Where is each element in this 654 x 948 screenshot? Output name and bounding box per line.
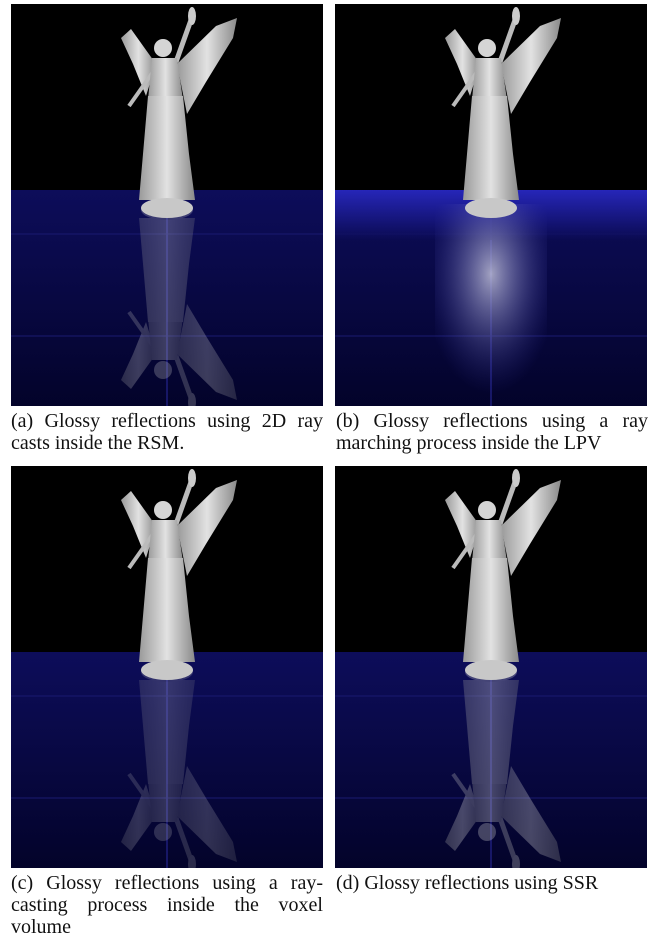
caption: (a) Glossy reflections using 2D ray cast… (11, 410, 323, 454)
render-image (335, 4, 647, 406)
caption: (d) Glossy reflections using SSR (336, 872, 648, 894)
caption: (c) Glossy reflections using a ray-casti… (11, 872, 323, 938)
render-image (335, 466, 647, 868)
render-image (11, 4, 323, 406)
figure: (a) Glossy reflections using 2D ray cast… (0, 0, 654, 948)
render-image (11, 466, 323, 868)
caption: (b) Glossy reflections using a ray march… (336, 410, 648, 454)
